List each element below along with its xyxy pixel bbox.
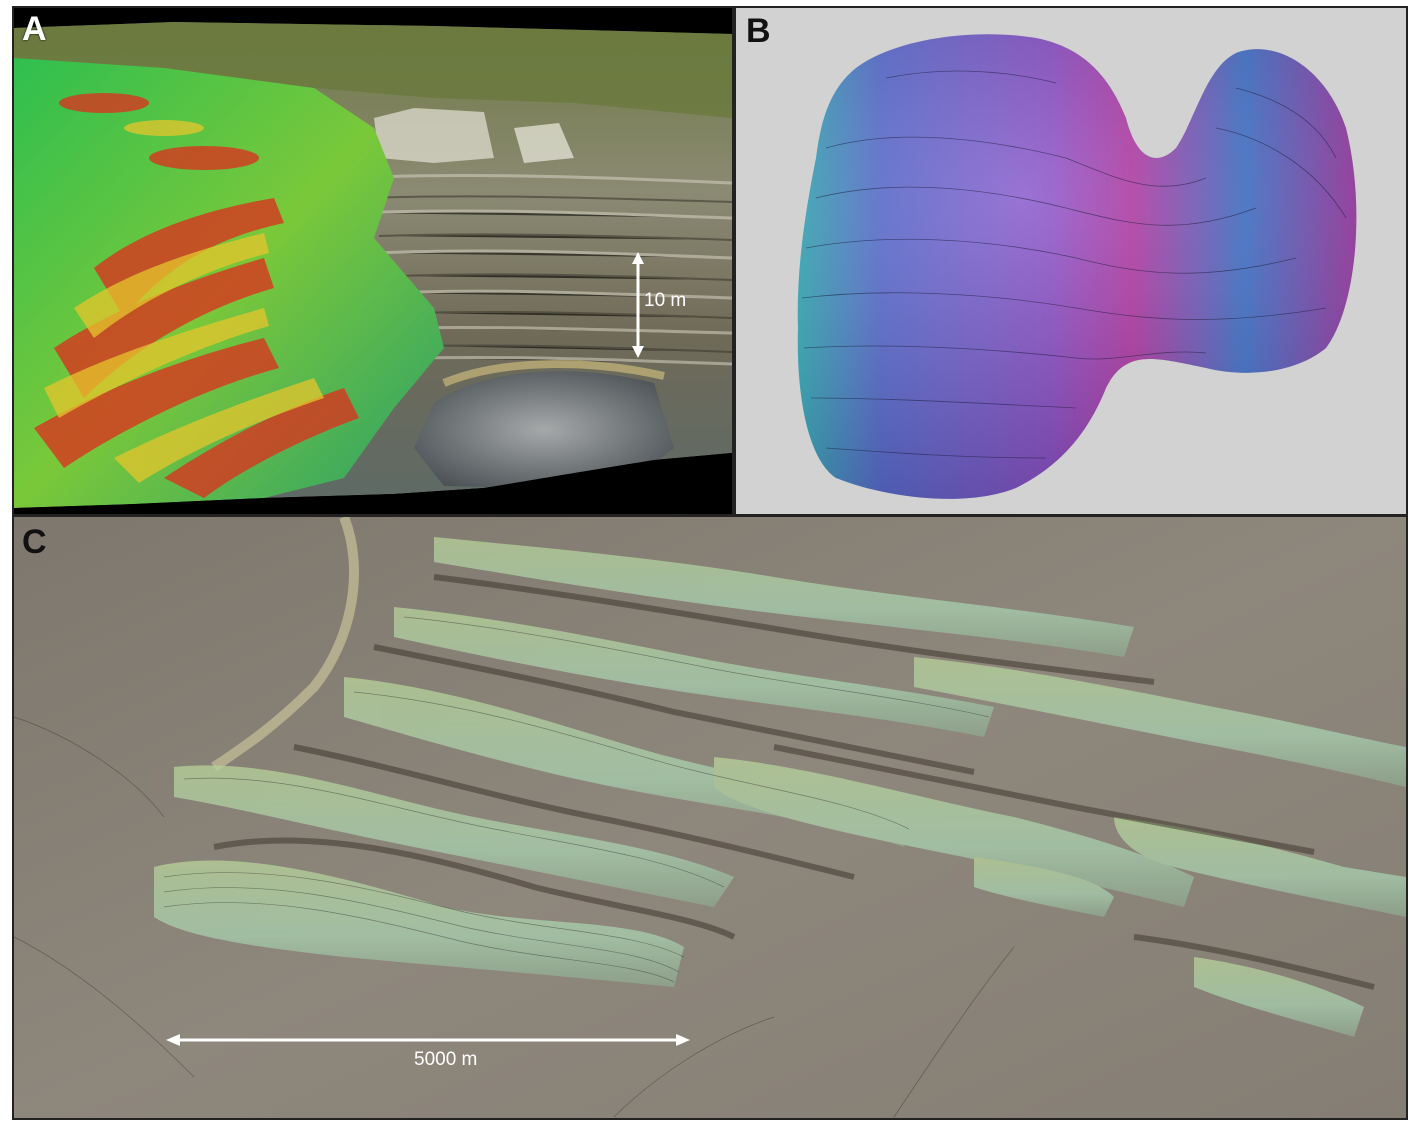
panel-letter-b: B — [746, 12, 771, 50]
panel-a-cliff-photogrammetry: A 10 m — [12, 6, 734, 516]
scale-arrow-10m — [632, 252, 644, 358]
terrain-image — [14, 517, 1406, 1118]
panel-b-comet-shape-model: B — [734, 6, 1408, 516]
panel-letter-a: A — [22, 10, 47, 48]
panel-letter-c: C — [22, 523, 47, 561]
cliff-image — [14, 22, 732, 514]
panel-c-terrain-model: C 5000 m — [12, 515, 1408, 1120]
scale-label-5000m: 5000 m — [414, 1049, 478, 1070]
scale-arrow-5000m — [166, 1034, 690, 1046]
scale-label-10m: 10 m — [644, 290, 687, 311]
comet-model-image — [797, 34, 1357, 499]
